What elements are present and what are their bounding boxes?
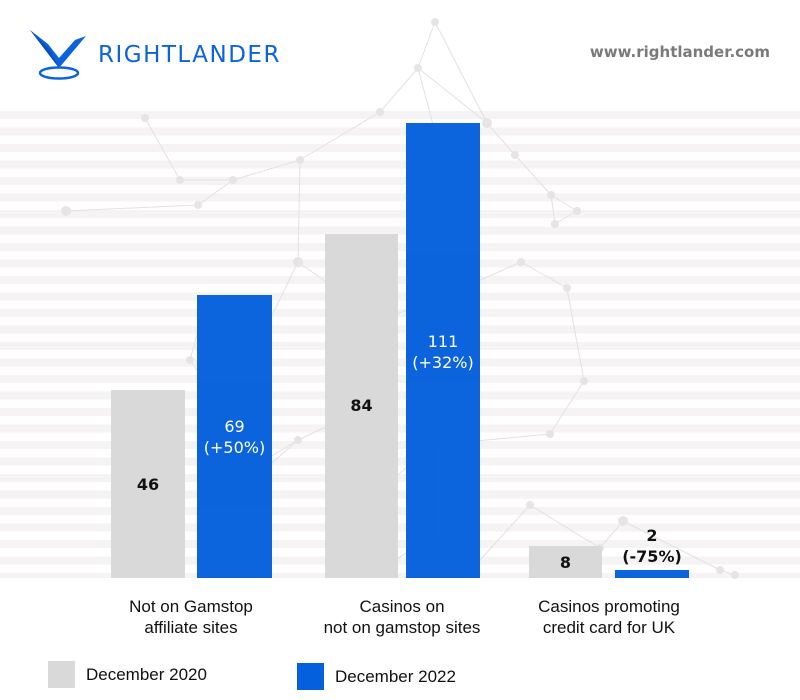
bar-value: 46 bbox=[136, 474, 160, 494]
brand-name: RIGHTLANDER bbox=[98, 42, 281, 68]
change-percent: (+32%) bbox=[412, 353, 474, 372]
bar-dec2022-not-on-gamstop-affiliates: 69 (+50%) bbox=[197, 295, 272, 578]
bar-dec2020-credit-card-casinos: 8 bbox=[529, 546, 602, 578]
legend-swatch-gray bbox=[48, 661, 75, 688]
bar-value: 8 bbox=[559, 552, 572, 572]
legend-swatch-blue bbox=[297, 663, 324, 690]
category-label-credit-card-casinos: Casinos promoting credit card for UK bbox=[538, 597, 680, 637]
bar-dec2022-credit-card-casinos bbox=[615, 570, 689, 578]
bar-dec2020-not-on-gamstop-affiliates: 46 bbox=[111, 390, 185, 578]
brand-logo: RIGHTLANDER bbox=[28, 28, 281, 82]
bar-value: 111 (+32%) bbox=[412, 332, 474, 372]
change-percent: (+50%) bbox=[203, 437, 266, 457]
legend-item-dec2020: December 2020 bbox=[48, 661, 207, 688]
bar-value: 69 (+50%) bbox=[203, 416, 266, 457]
category-label-not-on-gamstop-affiliates: Not on Gamstop affiliate sites bbox=[129, 597, 253, 637]
bar-dec2022-casinos-not-on-gamstop: 111 (+32%) bbox=[406, 123, 480, 578]
change-percent: (-75%) bbox=[622, 547, 682, 566]
website-url: www.rightlander.com bbox=[589, 43, 770, 61]
category-label-casinos-not-on-gamstop: Casinos on not on gamstop sites bbox=[323, 597, 481, 637]
bar-value: 84 bbox=[350, 395, 373, 415]
legend-item-dec2022: December 2022 bbox=[297, 663, 456, 690]
bar-value-above: 2 (-75%) bbox=[622, 526, 682, 566]
rightlander-v-logo-icon bbox=[30, 30, 86, 80]
bar-dec2020-casinos-not-on-gamstop: 84 bbox=[325, 234, 398, 578]
